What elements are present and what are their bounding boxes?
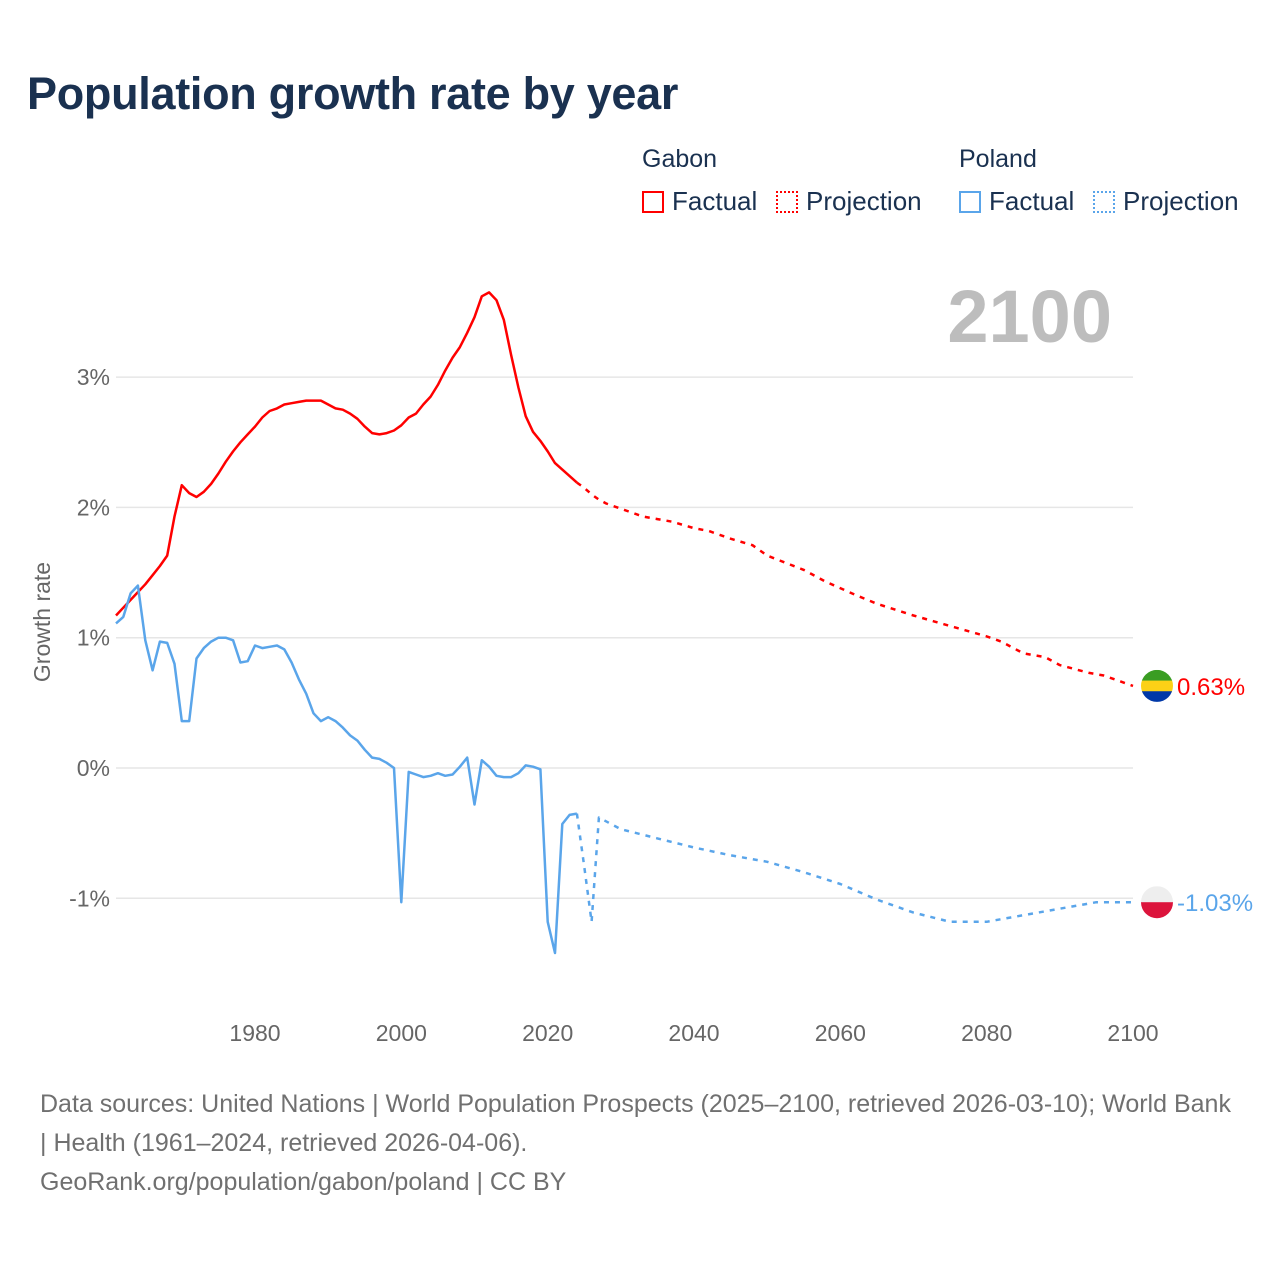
- chart-area: -1%0%1%2%3%1980 2000 2020 2040 2060 2080 2100 …: [29, 275, 1253, 1046]
- credit-link[interactable]: GeoRank.org/population/gabon/poland | CC…: [40, 1168, 567, 1196]
- y-tick-label: 0%: [77, 755, 110, 781]
- end-value-label: -1.03%: [1177, 890, 1253, 917]
- legend-group-gabon: Gabon: [642, 145, 718, 173]
- x-tick-label: 1980: [229, 1020, 280, 1046]
- legend-gabon-projection[interactable]: Projection: [776, 186, 922, 217]
- legend-swatch-dotted-icon: [1093, 190, 1115, 213]
- chart-title: Population growth rate by year: [27, 68, 679, 119]
- series-line-gabon-projection: [576, 481, 1134, 688]
- legend-swatch-solid-icon: [642, 190, 664, 213]
- x-tick-label: 2000: [376, 1020, 427, 1046]
- current-year-label: 2100: [947, 275, 1112, 358]
- y-tick-label: 3%: [77, 364, 110, 390]
- flag-gabon-icon: [1141, 669, 1173, 702]
- x-tick-label: 2060: [815, 1020, 866, 1046]
- legend-poland-projection[interactable]: Projection: [1093, 186, 1239, 217]
- legend-swatch-solid-icon: [959, 190, 981, 213]
- legend-label: Factual: [989, 186, 1075, 216]
- legend-swatch-dotted-icon: [776, 190, 798, 213]
- series-line-poland-factual: [115, 584, 578, 955]
- legend-label: Projection: [1123, 186, 1239, 216]
- end-value-label: 0.63%: [1177, 674, 1245, 701]
- legend-label: Projection: [806, 186, 922, 216]
- legend-poland-factual[interactable]: Factual: [959, 186, 1074, 217]
- legend-group-poland: Poland: [959, 145, 1037, 173]
- legend-gabon-factual[interactable]: Factual: [642, 186, 757, 217]
- x-tick-label: 2080: [961, 1020, 1012, 1046]
- y-tick-label: 2%: [77, 494, 110, 520]
- x-tick-label: 2040: [668, 1020, 719, 1046]
- y-axis-label: Growth rate: [29, 562, 55, 682]
- flag-poland-icon: [1141, 886, 1173, 919]
- x-tick-label: 2020: [522, 1020, 573, 1046]
- series-line-poland-projection: [575, 813, 1133, 924]
- y-tick-label: 1%: [77, 625, 110, 651]
- y-tick-label: -1%: [69, 885, 110, 911]
- legend-label: Factual: [672, 186, 758, 216]
- x-tick-label: 2100: [1107, 1020, 1158, 1046]
- data-sources: Data sources: United Nations | World Pop…: [40, 1090, 1231, 1157]
- series-line-gabon-factual: [115, 291, 578, 617]
